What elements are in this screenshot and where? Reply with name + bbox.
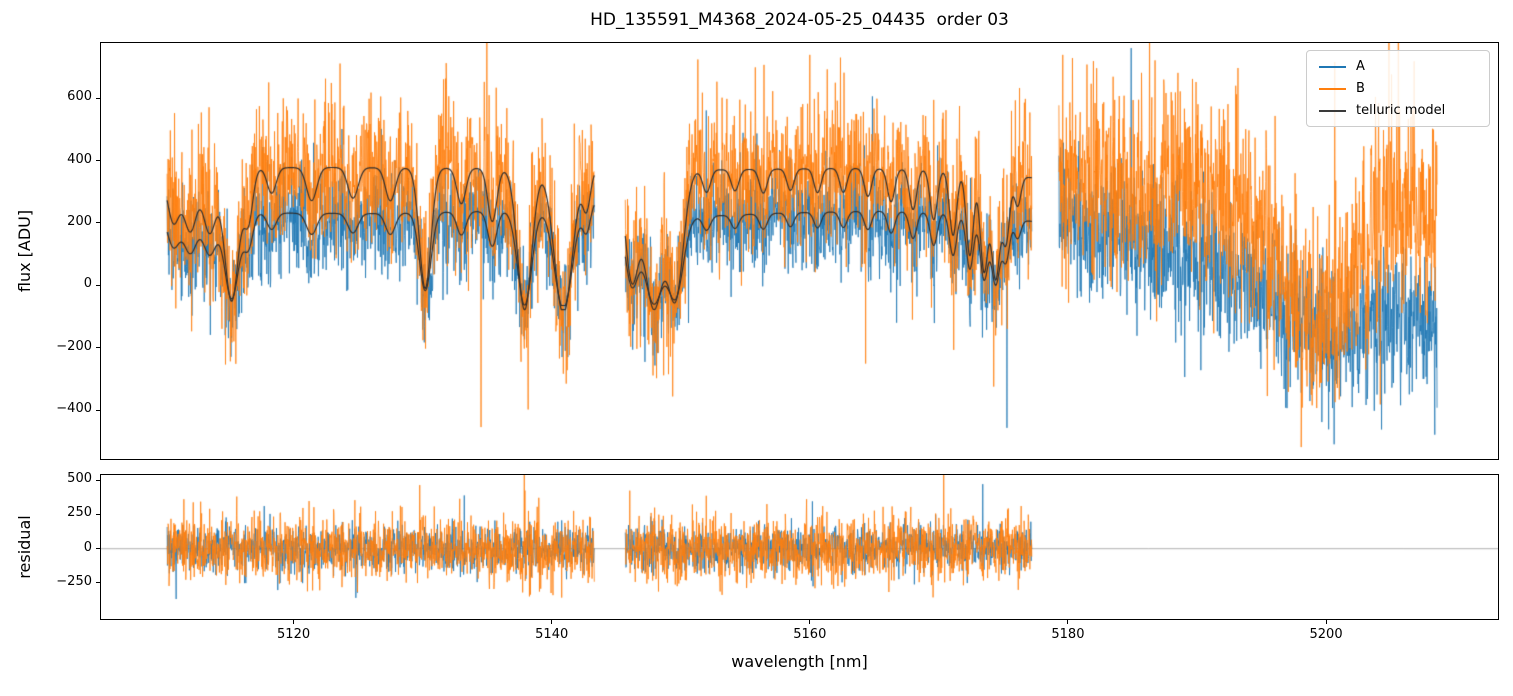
x-tick-mark <box>293 620 295 624</box>
y-tick-label: −200 <box>56 338 92 354</box>
legend-item-a: A <box>1319 59 1477 74</box>
series-a-line-swatch <box>1319 65 1346 68</box>
legend-item-b: B <box>1319 81 1477 96</box>
legend: A B telluric model <box>1306 50 1490 127</box>
legend-label-b: B <box>1356 81 1365 96</box>
legend-label-telluric-model: telluric model <box>1356 103 1446 118</box>
telluric-model-line-swatch <box>1319 109 1346 112</box>
legend-item-telluric-model: telluric model <box>1319 103 1477 118</box>
y-tick-label: 0 <box>83 276 92 292</box>
flux-y-axis-label: flux [ADU] <box>15 209 34 293</box>
x-tick-label: 5120 <box>277 627 311 642</box>
x-tick-label: 5200 <box>1309 627 1343 642</box>
y-tick-label: −250 <box>56 573 92 589</box>
y-tick-label: 200 <box>67 213 92 229</box>
x-tick-mark <box>551 620 553 624</box>
legend-label-a: A <box>1356 59 1365 74</box>
residual-axes <box>100 474 1499 620</box>
y-tick-label: 0 <box>83 539 92 555</box>
x-tick-label: 5180 <box>1051 627 1085 642</box>
x-axis-label: wavelength [nm] <box>731 652 868 671</box>
chart-title: HD_135591_M4368_2024-05-25_04435 order 0… <box>590 10 1009 30</box>
y-tick-label: −400 <box>56 401 92 417</box>
residual-y-axis-label: residual <box>15 515 34 579</box>
x-tick-mark <box>1325 620 1327 624</box>
residual-plot-canvas <box>101 475 1498 619</box>
flux-axes: A B telluric model <box>100 42 1499 460</box>
y-tick-label: 250 <box>67 505 92 521</box>
x-tick-label: 5140 <box>535 627 569 642</box>
flux-plot-canvas <box>101 43 1498 459</box>
y-tick-label: 500 <box>67 471 92 487</box>
y-tick-label: 400 <box>67 151 92 167</box>
x-tick-mark <box>809 620 811 624</box>
y-tick-label: 600 <box>67 89 92 105</box>
x-tick-label: 5160 <box>793 627 827 642</box>
x-tick-mark <box>1067 620 1069 624</box>
series-b-line-swatch <box>1319 87 1346 90</box>
